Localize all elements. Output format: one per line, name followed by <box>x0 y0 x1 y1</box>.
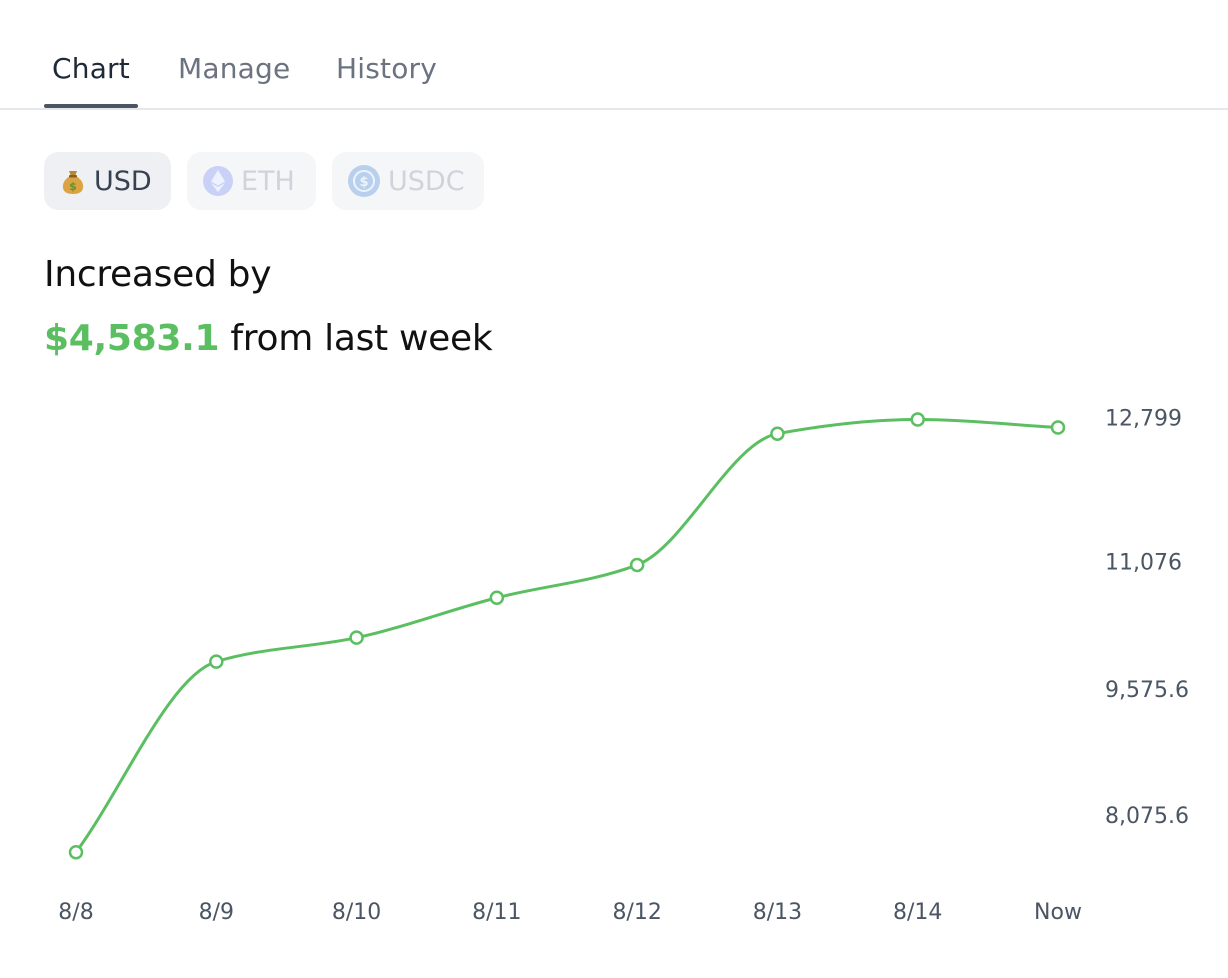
x-axis-ticks: 8/8 8/9 8/10 8/11 8/12 8/13 8/14 Now <box>58 900 1082 925</box>
tab-history[interactable]: History <box>336 52 438 85</box>
marker-layer <box>68 412 1066 860</box>
summary-headline: Increased by <box>44 254 272 295</box>
currency-chip-label: ETH <box>241 165 295 197</box>
y-tick-label: 9,575.6 <box>1105 678 1189 703</box>
tab-manage[interactable]: Manage <box>178 52 291 85</box>
change-suffix: from last week <box>230 318 493 359</box>
tab-bar: Chart Manage History <box>0 0 1228 110</box>
series-line <box>74 418 1059 854</box>
x-tick-label: 8/11 <box>472 900 521 925</box>
data-point-8-12[interactable] <box>629 557 645 573</box>
y-tick-label: 8,075.6 <box>1105 804 1189 829</box>
y-tick-label: 11,076 <box>1105 550 1182 575</box>
x-tick-label: 8/13 <box>753 900 802 925</box>
summary-line: $4,583.1 from last week <box>44 318 493 359</box>
x-tick-label: 8/10 <box>332 900 381 925</box>
money-bag-icon: $ <box>60 167 86 195</box>
svg-text:$: $ <box>69 180 77 193</box>
x-tick-label: 8/8 <box>58 900 93 925</box>
data-point-8-9[interactable] <box>209 654 224 669</box>
tab-chart[interactable]: Chart <box>52 52 130 85</box>
data-point-8-8[interactable] <box>68 845 84 860</box>
currency-chip-usd[interactable]: $ USD <box>44 152 171 210</box>
svg-text:$: $ <box>359 175 368 190</box>
data-point-8-11[interactable] <box>489 590 505 606</box>
currency-chip-usdc[interactable]: $ USDC <box>332 152 484 210</box>
data-point-8-10[interactable] <box>349 630 364 645</box>
change-amount: $4,583.1 <box>44 318 220 359</box>
data-point-8-14[interactable] <box>910 412 925 427</box>
ethereum-icon <box>203 166 233 196</box>
data-point-8-13[interactable] <box>770 426 785 441</box>
x-tick-label: 8/9 <box>199 900 234 925</box>
x-tick-label: 8/14 <box>893 900 942 925</box>
currency-chip-label: USDC <box>388 165 465 197</box>
x-tick-label: 8/12 <box>612 900 661 925</box>
usdc-icon: $ <box>348 165 380 197</box>
x-tick-label: Now <box>1034 900 1082 925</box>
currency-chip-eth[interactable]: ETH <box>187 152 316 210</box>
balance-line-chart: 12,799 11,076 9,575.6 8,075.6 8/8 8/9 8/10 8/1… <box>58 407 1189 925</box>
active-tab-indicator <box>44 104 138 108</box>
y-axis-ticks: 12,799 11,076 9,575.6 8,075.6 <box>1105 407 1189 829</box>
currency-chip-label: USD <box>94 165 152 197</box>
y-tick-label: 12,799 <box>1105 407 1182 432</box>
data-point-now[interactable] <box>1050 420 1066 435</box>
line-layer <box>74 418 1059 854</box>
